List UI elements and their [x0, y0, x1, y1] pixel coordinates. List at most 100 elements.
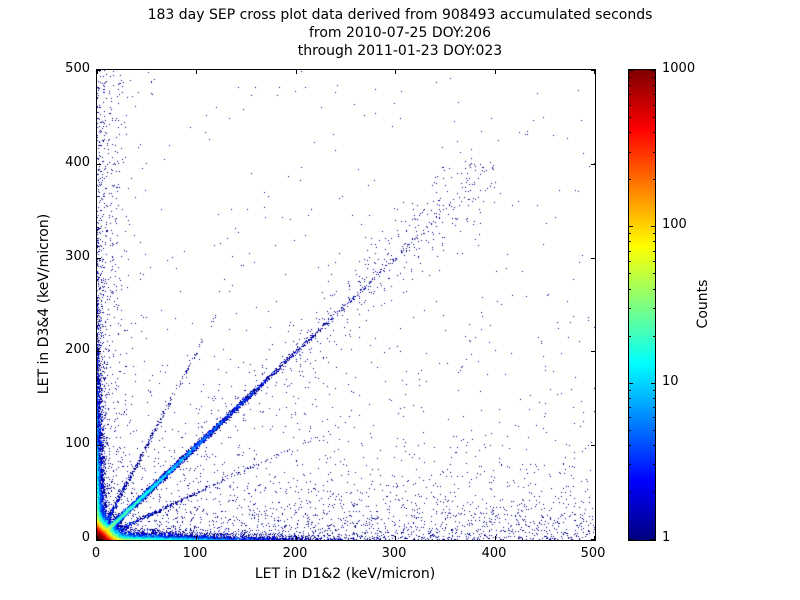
- colorbar-tick-label: 1000: [662, 61, 696, 76]
- y-tick-mark: [97, 70, 101, 71]
- colorbar-minor-tick-mark-left: [629, 417, 631, 418]
- colorbar-minor-tick-mark-left: [629, 85, 631, 86]
- y-tick-label: 400: [65, 155, 90, 170]
- colorbar-minor-tick-mark-left: [629, 152, 631, 153]
- colorbar-minor-tick-mark: [653, 85, 655, 86]
- y-tick-mark: [97, 258, 101, 259]
- x-tick-mark: [196, 536, 197, 540]
- colorbar-minor-tick-mark-left: [629, 251, 631, 252]
- x-tick-mark-top: [395, 70, 396, 74]
- colorbar-minor-tick-mark: [653, 430, 655, 431]
- colorbar-tick-mark-left: [629, 70, 633, 71]
- colorbar-minor-tick-mark-left: [629, 94, 631, 95]
- x-tick-mark-top: [97, 70, 98, 74]
- x-tick-mark-top: [594, 70, 595, 74]
- x-tick-label: 0: [91, 546, 101, 561]
- y-tick-mark-right: [591, 445, 595, 446]
- colorbar-minor-tick-mark: [653, 179, 655, 180]
- colorbar-minor-tick-mark: [653, 132, 655, 133]
- x-tick-mark: [594, 536, 595, 540]
- colorbar-minor-tick-mark: [653, 251, 655, 252]
- colorbar-minor-tick-mark: [653, 233, 655, 234]
- y-tick-mark: [97, 164, 101, 165]
- y-tick-label: 200: [65, 342, 90, 357]
- chart-title-line2: from 2010-07-25 DOY:206: [308, 25, 491, 41]
- y-tick-mark: [97, 351, 101, 352]
- colorbar-minor-tick-mark-left: [629, 308, 631, 309]
- colorbar-tick-label: 100: [662, 217, 687, 232]
- y-tick-mark: [97, 445, 101, 446]
- colorbar-tick-mark-left: [629, 539, 633, 540]
- x-tick-mark-top: [296, 70, 297, 74]
- colorbar-minor-tick-mark: [653, 261, 655, 262]
- x-tick-mark: [495, 536, 496, 540]
- y-tick-mark-right: [591, 258, 595, 259]
- colorbar-minor-tick-mark-left: [629, 464, 631, 465]
- y-tick-label: 100: [65, 436, 90, 451]
- colorbar-minor-tick-mark: [653, 308, 655, 309]
- y-tick-mark: [97, 539, 101, 540]
- y-tick-label: 300: [65, 249, 90, 264]
- colorbar-minor-tick-mark-left: [629, 430, 631, 431]
- colorbar-minor-tick-mark-left: [629, 407, 631, 408]
- colorbar-minor-tick-mark-left: [629, 233, 631, 234]
- x-tick-mark: [97, 536, 98, 540]
- colorbar-minor-tick-mark-left: [629, 105, 631, 106]
- colorbar-minor-tick-mark: [653, 390, 655, 391]
- colorbar-tick-label: 1: [662, 530, 671, 545]
- y-tick-mark-right: [591, 351, 595, 352]
- colorbar-minor-tick-mark-left: [629, 289, 631, 290]
- scatter-density-canvas: [97, 70, 595, 540]
- y-tick-label: 500: [65, 61, 90, 76]
- chart-title-line1: 183 day SEP cross plot data derived from…: [147, 7, 653, 23]
- colorbar-tick-mark: [651, 383, 655, 384]
- colorbar-label: Counts: [695, 279, 711, 329]
- x-tick-label: 200: [282, 546, 308, 561]
- y-tick-mark-right: [591, 70, 595, 71]
- plot-area: [96, 69, 596, 541]
- x-tick-mark: [296, 536, 297, 540]
- colorbar-minor-tick-mark: [653, 289, 655, 290]
- colorbar-minor-tick-mark-left: [629, 117, 631, 118]
- colorbar-minor-tick-mark: [653, 241, 655, 242]
- y-tick-mark-right: [591, 164, 595, 165]
- colorbar-minor-tick-mark: [653, 336, 655, 337]
- colorbar-tick-label: 10: [662, 374, 679, 389]
- y-axis-label: LET in D3&4 (keV/micron): [36, 213, 52, 395]
- colorbar-minor-tick-mark-left: [629, 336, 631, 337]
- colorbar-minor-tick-mark-left: [629, 273, 631, 274]
- colorbar-minor-tick-mark: [653, 445, 655, 446]
- colorbar-minor-tick-mark-left: [629, 261, 631, 262]
- x-tick-label: 400: [481, 546, 507, 561]
- colorbar-tick-mark: [651, 70, 655, 71]
- x-tick-label: 100: [182, 546, 208, 561]
- colorbar-minor-tick-mark-left: [629, 132, 631, 133]
- x-tick-mark-top: [495, 70, 496, 74]
- colorbar-tick-mark: [651, 226, 655, 227]
- colorbar-minor-tick-mark: [653, 77, 655, 78]
- colorbar-minor-tick-mark-left: [629, 179, 631, 180]
- x-tick-mark: [395, 536, 396, 540]
- colorbar-minor-tick-mark: [653, 117, 655, 118]
- colorbar-minor-tick-mark: [653, 417, 655, 418]
- colorbar-tick-mark-left: [629, 226, 633, 227]
- chart-title: 183 day SEP cross plot data derived from…: [0, 6, 800, 60]
- x-tick-label: 500: [580, 546, 606, 561]
- colorbar-minor-tick-mark: [653, 105, 655, 106]
- colorbar-tick-mark-left: [629, 383, 633, 384]
- colorbar-minor-tick-mark-left: [629, 77, 631, 78]
- colorbar-minor-tick-mark: [653, 152, 655, 153]
- colorbar-minor-tick-mark-left: [629, 445, 631, 446]
- colorbar-minor-tick-mark-left: [629, 241, 631, 242]
- x-tick-mark-top: [196, 70, 197, 74]
- colorbar-gradient-canvas: [629, 70, 655, 540]
- colorbar-minor-tick-mark: [653, 464, 655, 465]
- colorbar-minor-tick-mark-left: [629, 390, 631, 391]
- colorbar-tick-mark: [651, 539, 655, 540]
- colorbar-minor-tick-mark: [653, 492, 655, 493]
- colorbar-minor-tick-mark: [653, 398, 655, 399]
- chart-title-line3: through 2011-01-23 DOY:023: [297, 43, 503, 59]
- colorbar-minor-tick-mark: [653, 273, 655, 274]
- y-tick-mark-right: [591, 539, 595, 540]
